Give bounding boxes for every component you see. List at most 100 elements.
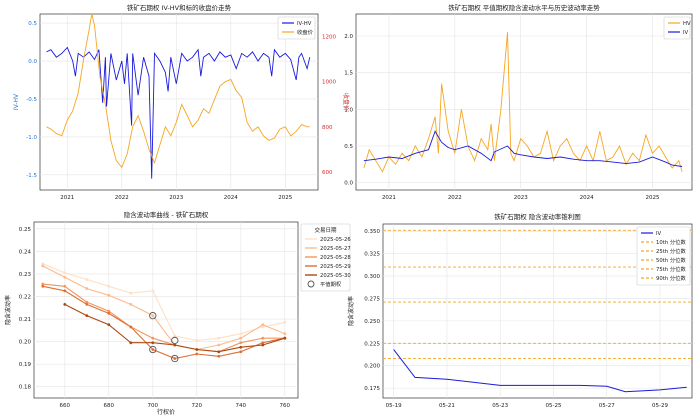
x-tick-label: 2022 (115, 195, 129, 201)
y-tick-label: 0.19 (19, 362, 32, 368)
legend-label: 2025-05-27 (320, 246, 351, 252)
plot-area (382, 223, 693, 399)
atm-point (171, 354, 179, 363)
y-tick-label: 0.24 (19, 249, 32, 255)
y-tick-label: 0.225 (364, 341, 380, 347)
data-point (261, 325, 265, 329)
plot-area (33, 221, 299, 399)
y-tick-label: 0.200 (364, 364, 380, 370)
data-point (239, 332, 243, 336)
legend-box (636, 226, 691, 286)
x-tick-label: 760 (280, 403, 291, 409)
y-tick-label-right: 1200 (322, 35, 336, 41)
x-tick-label: 05-25 (545, 403, 561, 409)
data-point (63, 271, 67, 275)
y-tick-label: 0.250 (364, 319, 380, 325)
data-point (41, 262, 45, 266)
legend-label: 2025-05-30 (320, 273, 351, 279)
y-tick-label-left: 0.5 (28, 21, 37, 27)
y-tick-label-left: -0.5 (26, 97, 37, 103)
data-point (151, 289, 155, 293)
data-point (151, 336, 155, 340)
x-tick-label: 2021 (60, 195, 74, 201)
legend-label: HV (683, 21, 691, 27)
y-tick-label: 0.300 (364, 274, 380, 280)
data-point (261, 343, 265, 347)
y-tick-label: 2.0 (344, 34, 353, 40)
data-point (107, 293, 111, 297)
legend-label: 25th 分位数 (656, 247, 686, 255)
chart-iv-hv: 2021 2022 2023 2024 2025 -1.5 -1.0 -0.5 0.0 0.5 60… (13, 3, 350, 201)
legend-box (300, 223, 351, 292)
data-point (261, 323, 265, 327)
data-point (173, 334, 177, 338)
x-tick-label: 05-27 (599, 403, 615, 409)
data-point (129, 291, 133, 295)
data-point (283, 332, 287, 336)
data-point (107, 311, 111, 315)
series-line-0 (46, 46, 311, 179)
legend-label: 2025-05-28 (320, 255, 351, 261)
x-tick-label: 2025 (278, 195, 292, 201)
legend-label: 50th 分位数 (656, 256, 686, 264)
data-point (151, 341, 155, 345)
x-tick-label: 2022 (448, 195, 462, 201)
data-point (107, 284, 111, 288)
y-tick-label: 0.325 (364, 252, 380, 258)
y-tick-label: 0.350 (364, 229, 380, 235)
legend-label: 90th 分位数 (656, 274, 686, 282)
y-tick-label: 0.0 (344, 181, 353, 187)
y-tick-label-left: -1.0 (26, 135, 37, 141)
y-tick-label-left: -1.5 (26, 173, 37, 179)
y-tick-label-right: 600 (322, 170, 333, 176)
data-point (195, 339, 199, 342)
x-tick-label: 700 (148, 403, 159, 409)
series-line-0 (42, 263, 285, 342)
y-axis-label: 隐含波动率 (4, 295, 12, 325)
data-point (151, 348, 155, 351)
y-tick-label-left: 0.0 (28, 59, 37, 65)
legend-label: 收盘价 (297, 28, 314, 36)
y-tick-label: 0.175 (364, 386, 380, 392)
data-point (239, 341, 243, 345)
x-tick-label: 720 (192, 403, 203, 409)
series-line-2 (42, 283, 285, 353)
data-point (239, 336, 243, 340)
series-line-1 (42, 265, 286, 351)
data-point (107, 323, 111, 327)
chart-title: 铁矿石期权 平值期权隐含波动水平与历史波动率走势 (448, 3, 600, 12)
data-point (217, 343, 221, 347)
legend-label: IV-HV (297, 21, 312, 27)
data-point (41, 284, 45, 288)
data-point (41, 264, 45, 268)
legend-label: IV (683, 30, 689, 36)
data-point (261, 341, 265, 345)
chart-title: 铁矿石期权 IV-HV和标的收盘价走势 (127, 3, 232, 12)
data-point (151, 314, 155, 318)
data-point (217, 336, 221, 340)
x-tick-label: 2021 (382, 195, 396, 201)
legend-label: 2025-05-26 (320, 237, 351, 243)
y-tick-label: 0.21 (19, 317, 31, 323)
atm-point (149, 311, 157, 320)
data-point (173, 357, 177, 360)
series-line-0 (393, 349, 687, 393)
data-point (63, 302, 67, 306)
y-axis-label-right: 收盘价 (342, 93, 350, 111)
y-tick-label: 0.5 (344, 144, 353, 150)
plot-area (355, 13, 693, 191)
atm-point (149, 345, 157, 354)
data-point (261, 336, 265, 340)
x-tick-label: 05-19 (386, 403, 402, 409)
data-point (283, 321, 287, 324)
x-tick-label: 05-21 (439, 403, 455, 409)
data-point (63, 289, 67, 293)
chart-iv-smile: 660 680 700 720 740 760 0.18 0.19 0.20 0.21 0.22 0.… (4, 210, 351, 416)
data-point (129, 302, 133, 306)
legend-label: 平值期权 (320, 280, 342, 288)
y-tick-label: 0.25 (19, 227, 32, 233)
legend-label: 10th 分位数 (656, 238, 686, 246)
y-tick-label: 0.20 (19, 340, 32, 346)
y-tick-label: 0.23 (19, 272, 32, 278)
